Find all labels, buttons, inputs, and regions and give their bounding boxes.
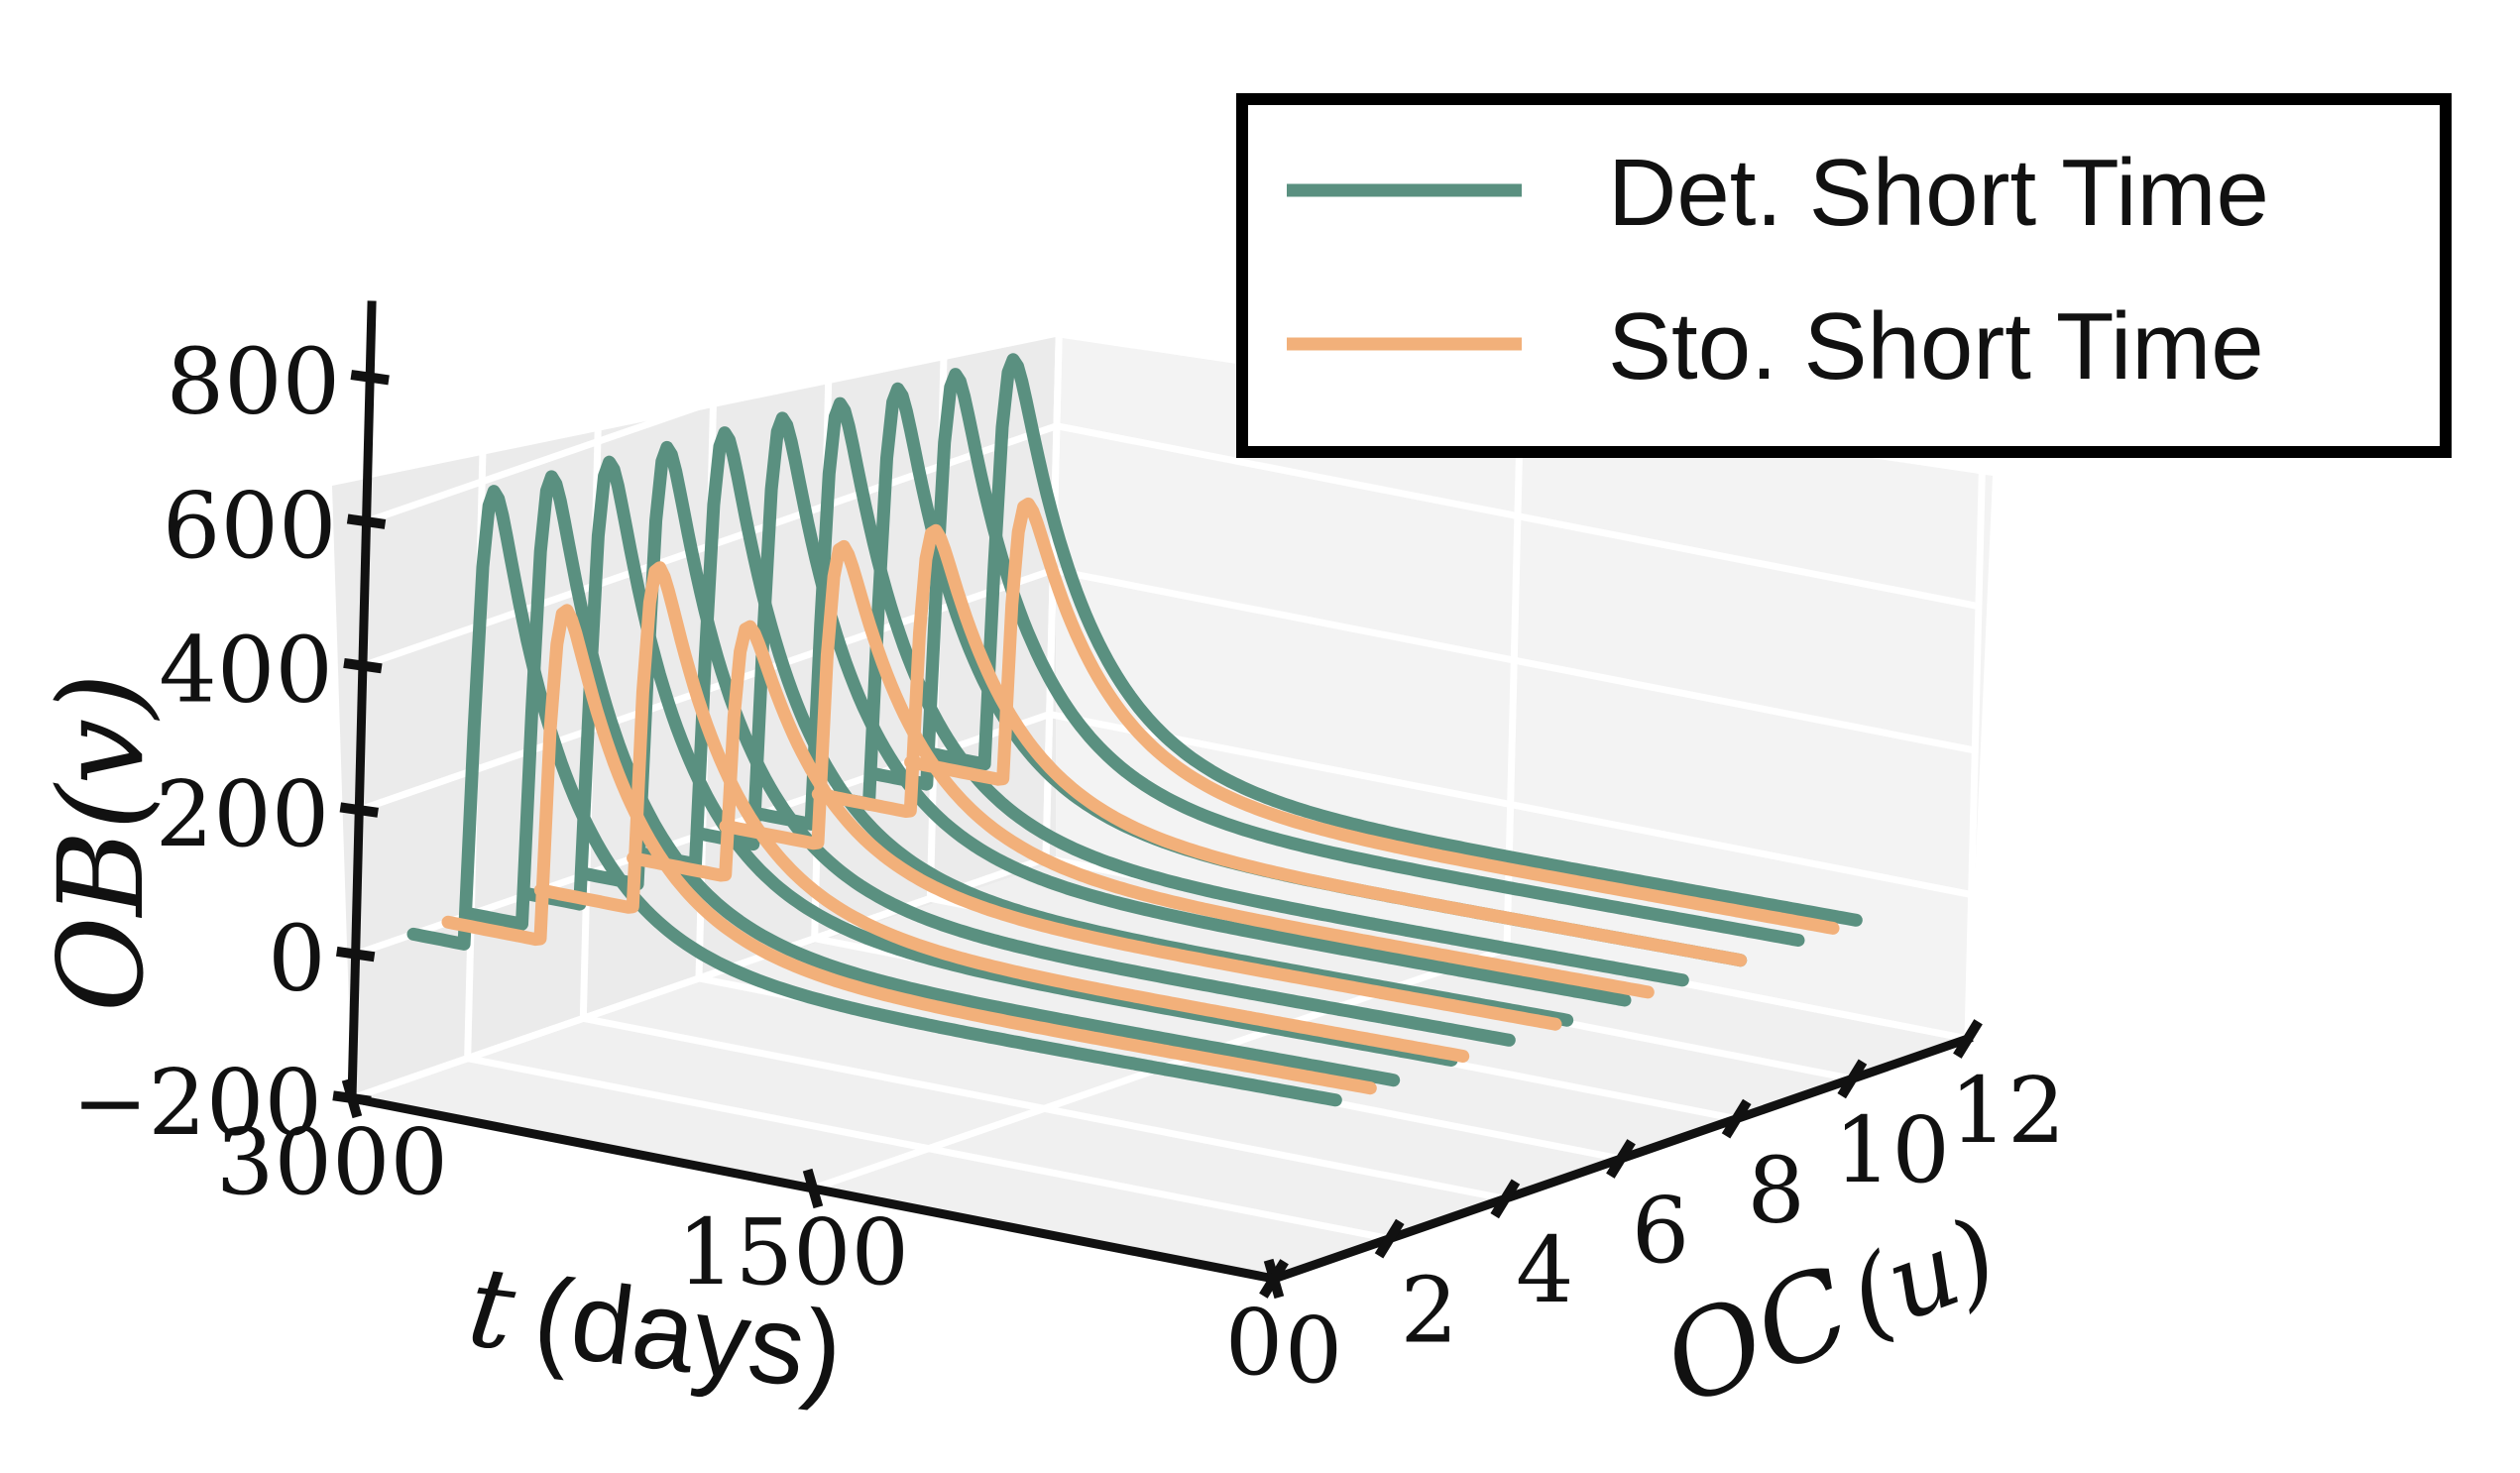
z-tick-label: 600 [163, 473, 337, 579]
grid-line-x [350, 854, 1048, 1102]
t-tick [341, 1077, 363, 1119]
z-tick-label: −200 [71, 1050, 322, 1156]
z-tick-label: 400 [159, 618, 333, 724]
x-axis-label-var: t [461, 1243, 522, 1377]
curve-det-0 [406, 485, 1342, 1107]
z-tick-label: 800 [167, 329, 341, 435]
curve-sto-4 [811, 523, 1748, 967]
legend: Det. Short Time Sto. Short Time [1236, 93, 2452, 458]
curves [406, 353, 1863, 1107]
svg-text:OC(u): OC(u) [1647, 1186, 2015, 1431]
axes [332, 300, 1983, 1300]
oc-tick [1490, 1179, 1521, 1219]
y-axis-label-arg: (u) [1833, 1194, 2012, 1358]
grid-line-x [1042, 64, 1070, 859]
back-pane-right [1056, 337, 1993, 1039]
oc-tick-label: 12 [1949, 1058, 2065, 1164]
curve-sto-5 [904, 497, 1840, 935]
curve-det-9 [927, 353, 1863, 927]
legend-label-det: Det. Short Time [1608, 140, 2269, 246]
oc-tick-label: 0 [1285, 1298, 1343, 1404]
z-tick [343, 657, 383, 674]
curve-det-1 [464, 470, 1401, 1087]
oc-tick [1837, 1059, 1868, 1099]
curve-sto-0 [441, 604, 1377, 1095]
t-tick-label: 1500 [677, 1199, 909, 1305]
curve-det-5 [696, 411, 1632, 1007]
oc-tick-label: 2 [1400, 1258, 1458, 1364]
legend-box [1236, 93, 2452, 458]
z-tick-label: 0 [268, 905, 326, 1011]
t-tick-label: 0 [1225, 1290, 1284, 1396]
z-tick [339, 802, 379, 818]
z-axis-label: OB(v) [33, 673, 170, 1012]
z-tick-label: 200 [156, 761, 330, 867]
oc-tick-label: 10 [1834, 1097, 1950, 1203]
oc-tick-label: 4 [1516, 1217, 1574, 1323]
z-tick [335, 946, 376, 963]
oc-tick [1953, 1019, 1983, 1059]
oc-tick [1721, 1098, 1752, 1139]
curve-sto-3 [719, 539, 1655, 999]
z-axis-label-main: OB [33, 831, 170, 1012]
z-tick [350, 370, 390, 386]
curve-sto-1 [533, 561, 1470, 1063]
oc-tick [1374, 1218, 1405, 1259]
oc-tick-label: 8 [1747, 1138, 1805, 1244]
curve-det-3 [580, 440, 1516, 1047]
curve-det-8 [869, 368, 1805, 947]
t-tick [802, 1168, 824, 1209]
oc-tick [1606, 1139, 1636, 1179]
z-axis-label-arg: (v) [33, 673, 170, 831]
oc-tick-label: 6 [1632, 1178, 1690, 1284]
z-tick [346, 513, 387, 529]
oc-tick [1259, 1259, 1289, 1299]
t-tick-label: 3000 [216, 1109, 448, 1215]
svg-text:OB(v): OB(v) [33, 673, 170, 1012]
curve-sto-2 [627, 620, 1562, 1031]
y-axis-label: OC(u) [1647, 1186, 2015, 1431]
legend-label-sto: Sto. Short Time [1608, 293, 2264, 399]
z-axis-line [347, 300, 377, 1103]
